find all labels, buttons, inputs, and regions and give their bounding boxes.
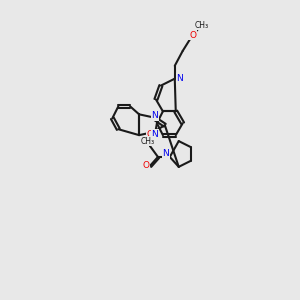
- Text: N: N: [152, 111, 158, 120]
- Text: N: N: [176, 74, 183, 83]
- Text: O: O: [142, 161, 149, 170]
- Text: N: N: [152, 130, 158, 139]
- Text: CH₃: CH₃: [141, 136, 155, 146]
- Text: O: O: [189, 31, 196, 40]
- Text: O: O: [146, 130, 154, 139]
- Text: CH₃: CH₃: [194, 21, 208, 30]
- Text: N: N: [163, 149, 169, 158]
